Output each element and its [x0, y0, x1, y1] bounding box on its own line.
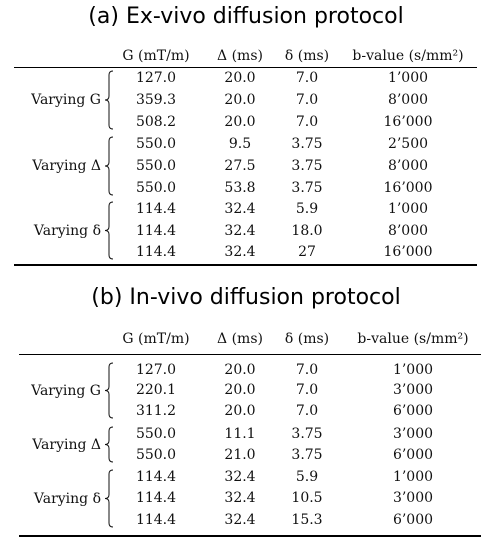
column-header: b-value (s/mm²) [357, 331, 469, 347]
column-header: δ (ms) [284, 331, 330, 347]
table-bottom-rule [14, 264, 477, 266]
table-cell: 6’000 [392, 512, 434, 528]
table-cell: 32.4 [224, 244, 256, 260]
group-label: Varying δ [33, 490, 101, 507]
table-cell: 20.0 [224, 403, 256, 419]
table-cell: 114.4 [135, 201, 177, 217]
table-cell: 3.75 [291, 426, 323, 442]
table-cell: 7.0 [295, 114, 319, 130]
table-cell: 114.4 [135, 490, 177, 506]
table-cell: 311.2 [135, 403, 177, 419]
table-cell: 7.0 [295, 70, 319, 86]
table-cell: 32.4 [224, 201, 256, 217]
left-brace-icon [104, 362, 114, 423]
table-cell: 2’500 [387, 136, 429, 152]
table-cell: 16’000 [383, 244, 433, 260]
table-cell: 550.0 [135, 447, 177, 463]
column-header: G (mT/m) [122, 331, 190, 347]
table-cell: 114.4 [135, 512, 177, 528]
column-header: Δ (ms) [217, 331, 263, 347]
table-cell: 114.4 [135, 223, 177, 239]
table-cell: 1’000 [387, 201, 429, 217]
left-brace-icon [104, 70, 114, 134]
group-label: Varying Δ [32, 158, 101, 174]
table-cell: 550.0 [135, 158, 177, 174]
table-cell: 32.4 [224, 490, 256, 506]
table-cell: 359.3 [135, 92, 177, 108]
table-cell: 5.9 [295, 201, 319, 217]
table-cell: 32.4 [224, 512, 256, 528]
table-cell: 21.0 [224, 447, 256, 463]
table-cell: 1’000 [392, 469, 434, 485]
table-cell: 11.1 [224, 426, 256, 442]
table-cell: 20.0 [224, 70, 256, 86]
table-cell: 3.75 [291, 447, 323, 463]
table-cell: 18.0 [291, 223, 323, 239]
table-cell: 3’000 [392, 382, 434, 398]
table-cell: 127.0 [135, 362, 177, 378]
table-title: (a) Ex-vivo diffusion protocol [88, 4, 404, 29]
table-title: (b) In-vivo diffusion protocol [91, 285, 401, 310]
table-cell: 114.4 [135, 469, 177, 485]
table-top-rule [14, 67, 477, 68]
table-cell: 6’000 [392, 447, 434, 463]
table-cell: 7.0 [295, 382, 319, 398]
table-cell: 6’000 [392, 403, 434, 419]
table-cell: 20.0 [224, 382, 256, 398]
table-cell: 20.0 [224, 92, 256, 108]
left-brace-icon [104, 201, 114, 264]
table-cell: 16’000 [383, 114, 433, 130]
table-cell: 114.4 [135, 244, 177, 260]
group-label: Varying Δ [32, 436, 101, 453]
group-label: Varying G [31, 382, 101, 399]
table-cell: 127.0 [135, 70, 177, 86]
table-cell: 27 [298, 244, 316, 260]
table-cell: 53.8 [224, 180, 256, 196]
table-cell: 5.9 [295, 469, 319, 485]
table-top-rule [19, 354, 481, 355]
table-cell: 1’000 [392, 362, 434, 378]
table-cell: 10.5 [291, 490, 323, 506]
table-cell: 3.75 [291, 180, 323, 196]
table-cell: 8’000 [387, 92, 429, 108]
table-cell: 3’000 [392, 490, 434, 506]
table-cell: 27.5 [224, 158, 256, 174]
left-brace-icon [104, 136, 114, 200]
table-cell: 16’000 [383, 180, 433, 196]
column-header: b-value (s/mm²) [352, 48, 464, 64]
table-cell: 9.5 [228, 136, 252, 152]
group-label: Varying G [31, 92, 101, 108]
table-cell: 8’000 [387, 158, 429, 174]
table-bottom-rule [19, 535, 481, 537]
group-label: Varying δ [33, 222, 101, 239]
left-brace-icon [104, 469, 114, 532]
column-header: Δ (ms) [217, 48, 263, 64]
table-cell: 32.4 [224, 223, 256, 239]
table-cell: 3.75 [291, 158, 323, 174]
table-cell: 508.2 [135, 114, 177, 130]
table-cell: 550.0 [135, 426, 177, 442]
table-cell: 15.3 [291, 512, 323, 528]
table-cell: 7.0 [295, 92, 319, 108]
table-cell: 20.0 [224, 114, 256, 130]
table-cell: 7.0 [295, 403, 319, 419]
table-cell: 550.0 [135, 136, 177, 152]
column-header: G (mT/m) [122, 48, 190, 64]
table-cell: 3’000 [392, 426, 434, 442]
table-cell: 220.1 [135, 382, 177, 398]
table-cell: 20.0 [224, 362, 256, 378]
table-cell: 7.0 [295, 362, 319, 378]
table-cell: 8’000 [387, 223, 429, 239]
left-brace-icon [104, 426, 114, 467]
column-header: δ (ms) [284, 48, 330, 64]
table-cell: 3.75 [291, 136, 323, 152]
table-cell: 550.0 [135, 180, 177, 196]
table-cell: 1’000 [387, 70, 429, 86]
table-cell: 32.4 [224, 469, 256, 485]
